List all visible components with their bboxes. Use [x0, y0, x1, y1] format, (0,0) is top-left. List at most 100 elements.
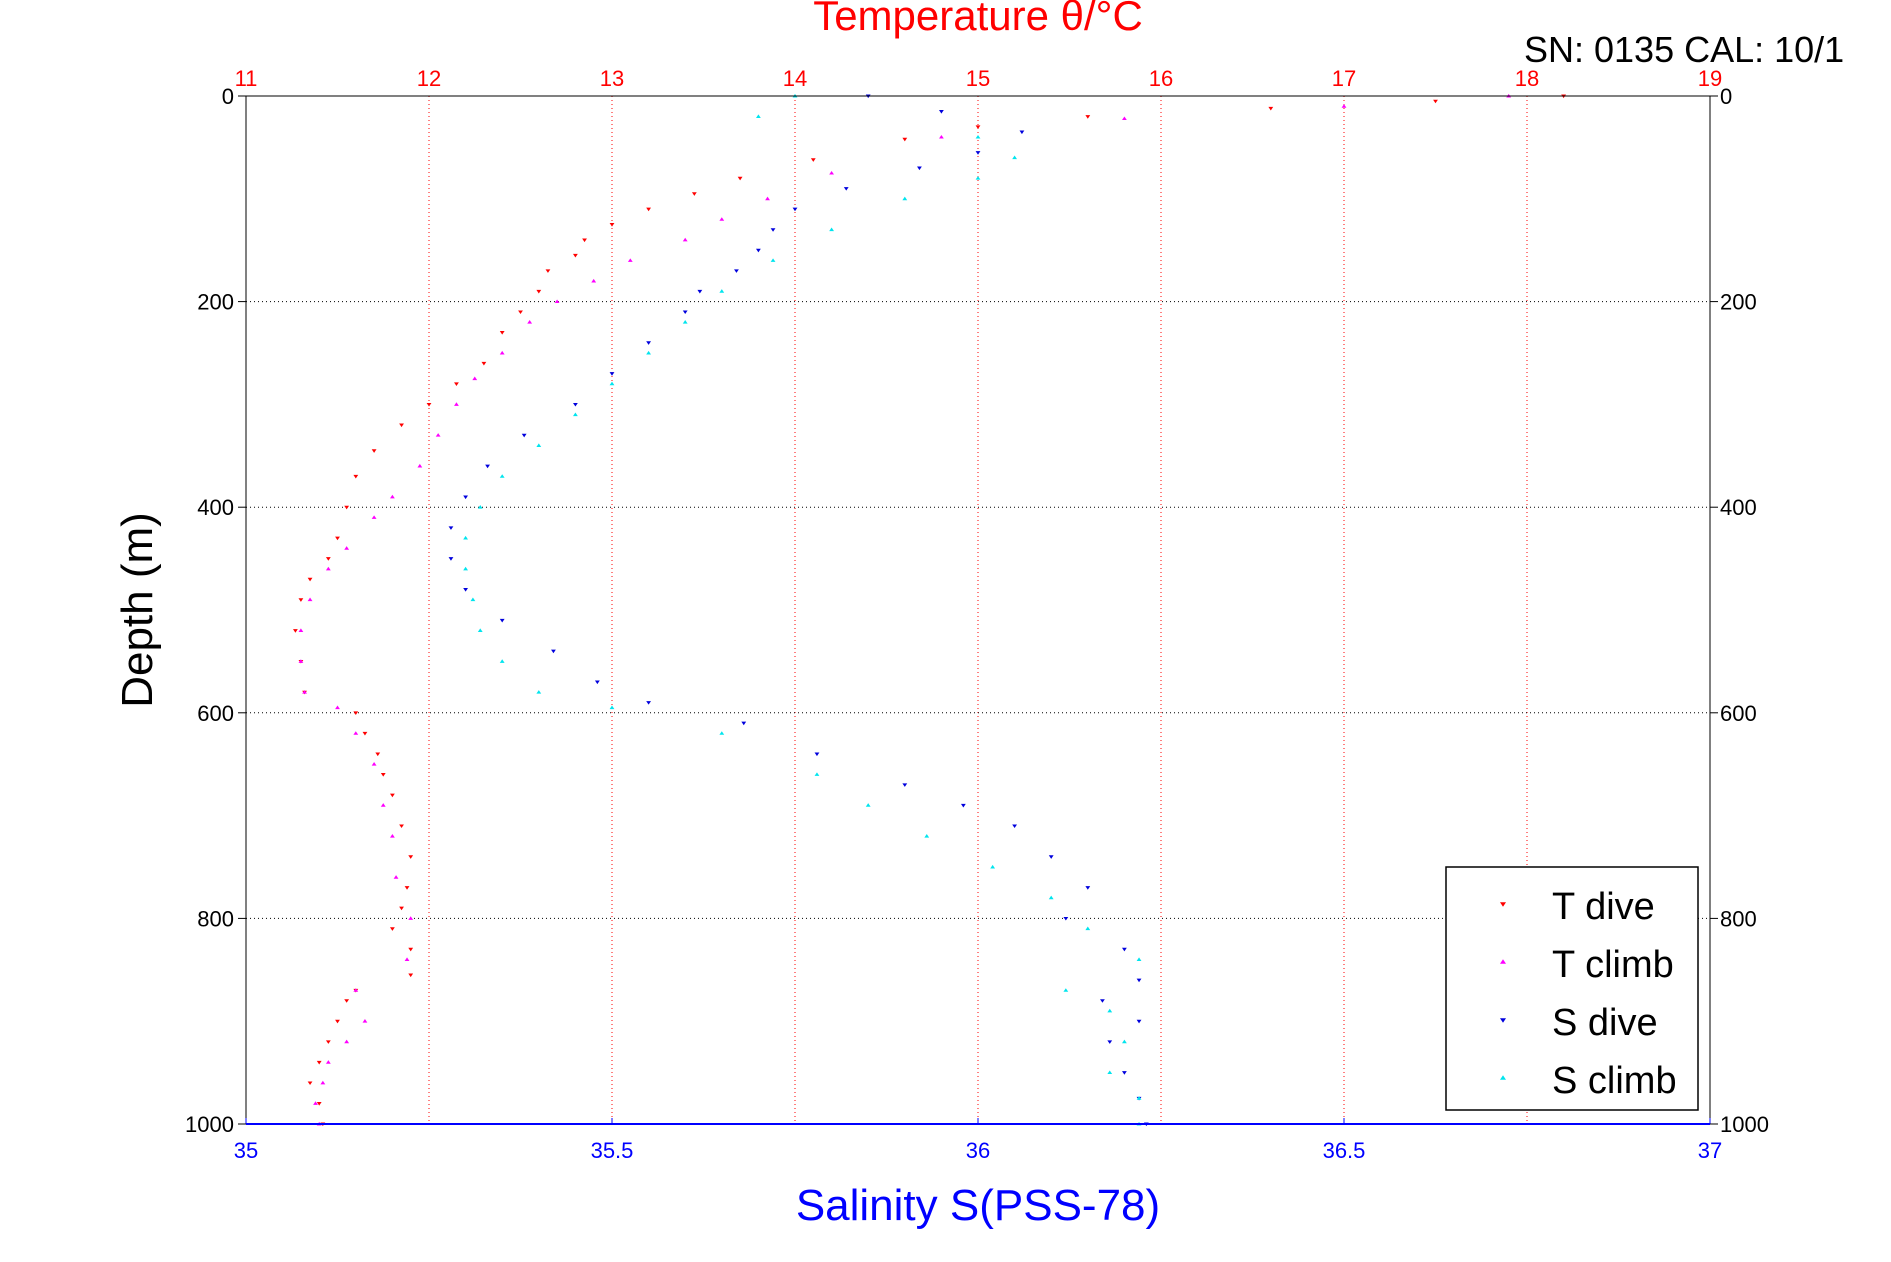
data-point	[463, 588, 468, 592]
data-point	[1107, 1040, 1113, 1044]
axis-ticks: 11 12 13 14 15 16 17 18 19 35 35.5 36 36.5 37 0 0 200 200…	[185, 66, 1769, 1163]
data-point	[536, 690, 542, 694]
data-point	[646, 341, 651, 345]
data-point	[902, 196, 908, 201]
data-point	[609, 223, 615, 227]
data-point	[594, 680, 600, 685]
depth-tick-label-right: 600	[1720, 701, 1757, 726]
data-point	[770, 228, 776, 232]
data-point	[691, 192, 697, 196]
legend-marker	[1500, 1075, 1506, 1080]
depth-tick-label-left: 0	[222, 84, 234, 109]
data-point	[325, 1060, 331, 1064]
data-point	[829, 227, 834, 232]
data-point	[573, 412, 578, 417]
data-point	[1012, 155, 1017, 160]
data-point	[719, 217, 725, 221]
data-point	[1122, 116, 1127, 121]
depth-tick-label-left: 400	[197, 495, 234, 520]
x-bottom-axis-label: Salinity S(PSS-78)	[796, 1181, 1160, 1230]
data-point	[646, 701, 651, 705]
data-point	[682, 237, 688, 242]
data-point	[380, 773, 386, 777]
y-axis-label: Depth (m)	[113, 512, 162, 708]
data-point	[1085, 926, 1091, 931]
data-point	[573, 253, 578, 258]
temp-tick-label: 18	[1515, 66, 1539, 91]
series-s-dive	[448, 94, 1149, 1127]
legend-label: S climb	[1552, 1060, 1677, 1102]
data-point	[408, 973, 414, 978]
data-point	[697, 289, 703, 294]
data-point	[448, 557, 454, 561]
data-point	[814, 772, 820, 776]
data-point	[380, 803, 386, 807]
data-point	[477, 505, 483, 509]
data-point	[375, 752, 381, 757]
data-point	[390, 494, 395, 499]
data-point	[770, 258, 776, 262]
data-point	[1048, 895, 1054, 900]
data-point	[737, 176, 743, 181]
corner-label: SN: 0135 CAL: 10/1	[1524, 29, 1844, 70]
data-point	[902, 137, 908, 142]
temp-tick-label: 12	[417, 66, 441, 91]
data-point	[1341, 104, 1347, 108]
data-point	[1268, 106, 1274, 111]
data-point	[1122, 1071, 1127, 1075]
data-point	[1107, 1070, 1113, 1075]
data-point	[499, 350, 505, 355]
data-point	[792, 207, 798, 212]
data-point	[1048, 855, 1054, 859]
data-point	[485, 464, 490, 469]
data-point	[756, 114, 761, 118]
data-point	[390, 927, 395, 931]
data-point	[362, 1019, 368, 1023]
salinity-tick-label: 35	[234, 1138, 258, 1163]
data-point	[404, 957, 410, 961]
data-point	[939, 109, 944, 114]
data-point	[1122, 947, 1127, 952]
data-point	[472, 376, 478, 381]
data-point	[463, 495, 468, 500]
data-point	[924, 834, 930, 838]
data-point	[399, 824, 404, 829]
depth-tick-label-right: 200	[1720, 290, 1757, 315]
legend: T dive T climb S dive S climb	[1445, 866, 1699, 1111]
depth-tick-label-left: 600	[197, 701, 234, 726]
data-point	[960, 803, 966, 808]
data-point	[1063, 916, 1069, 921]
data-point	[371, 762, 377, 766]
data-point	[591, 278, 597, 283]
data-point	[353, 988, 359, 992]
data-point	[810, 158, 816, 162]
data-point	[646, 207, 651, 212]
data-point	[344, 1039, 350, 1044]
temp-tick-label: 15	[966, 66, 990, 91]
data-point	[404, 886, 410, 890]
data-point	[609, 705, 615, 710]
data-point	[627, 258, 633, 262]
data-point	[1085, 886, 1091, 890]
data-point	[316, 1102, 322, 1106]
data-point	[521, 433, 527, 438]
data-point	[1063, 988, 1069, 992]
temp-tick-label: 16	[1149, 66, 1173, 91]
data-point	[353, 474, 359, 479]
depth-tick-label-right: 0	[1720, 84, 1732, 109]
data-point	[1136, 1096, 1142, 1100]
legend-label: S dive	[1552, 1002, 1658, 1044]
data-point	[917, 166, 922, 171]
data-point	[335, 1019, 340, 1024]
data-point	[435, 433, 441, 437]
data-point	[408, 855, 414, 859]
data-point	[344, 546, 350, 550]
depth-tick-label-right: 800	[1720, 906, 1757, 931]
data-point	[1100, 999, 1105, 1003]
data-point	[646, 350, 651, 355]
data-point	[298, 628, 304, 632]
data-point	[344, 999, 350, 1003]
data-point	[518, 310, 523, 315]
legend-marker	[1500, 902, 1506, 907]
